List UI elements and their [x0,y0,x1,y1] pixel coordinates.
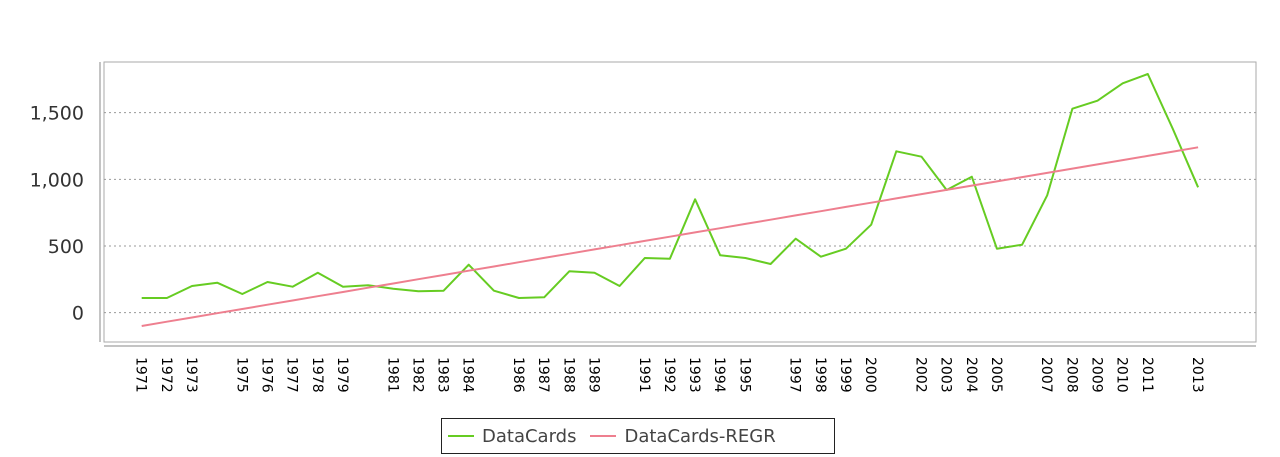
series-line-datacards [141,73,1200,299]
x-tick-label: 2002 [912,357,928,393]
chart-legend: DataCards DataCards-REGR [441,418,835,454]
x-tick-label: 1977 [284,357,300,393]
x-tick-label: 2005 [988,357,1004,393]
x-tick-label: 1994 [711,357,727,393]
series-line-datacards-regr [141,146,1199,327]
x-tick-label: 1999 [837,357,853,393]
x-tick-label: 1986 [510,357,526,393]
y-axis-ticks: 0 500 1,000 1,500 [30,103,84,325]
x-tick-label: 1988 [560,357,576,393]
legend-label-datacards: DataCards [482,425,577,447]
x-tick-label: 1997 [787,357,803,393]
y-tick-label: 1,500 [30,103,84,125]
x-tick-label: 2011 [1139,357,1155,393]
y-tick-label: 0 [72,303,84,325]
x-tick-label: 1978 [309,357,325,393]
x-tick-label: 1987 [535,357,551,393]
y-tick-label: 500 [48,236,84,258]
x-axis-ticks: 1971 1972 1973 1975 1976 1977 1978 1979 1981 1982… [133,357,1205,393]
x-tick-label: 2008 [1063,357,1079,393]
plot-area [103,61,1257,343]
x-tick-label: 1998 [812,357,828,393]
x-tick-label: 1981 [384,357,400,393]
x-tick-label: 2003 [938,357,954,393]
x-tick-label: 1973 [183,357,199,393]
y-tick-label: 1,000 [30,169,84,191]
x-tick-label: 2013 [1189,357,1205,393]
x-tick-label: 2007 [1038,357,1054,393]
legend-item-datacards: DataCards [448,426,576,447]
legend-swatch-datacards-regr [590,435,617,437]
x-tick-label: 1975 [233,357,249,393]
x-tick-label: 1971 [133,357,149,393]
x-tick-label: 2000 [862,357,878,393]
x-tick-label: 1992 [661,357,677,393]
x-tick-label: 1991 [636,357,652,393]
x-tick-label: 1979 [334,357,350,393]
x-tick-label: 1993 [686,357,702,393]
x-tick-label: 1976 [258,357,274,393]
x-tick-label: 1995 [736,357,752,393]
x-tick-label: 2009 [1089,357,1105,393]
x-tick-label: 2010 [1114,357,1130,393]
legend-label-datacards-regr: DataCards-REGR [624,425,776,447]
x-tick-label: 1982 [409,357,425,393]
x-tick-label: 1972 [158,357,174,393]
x-tick-label: 1984 [460,357,476,393]
legend-item-datacards-regr: DataCards-REGR [590,425,776,447]
x-tick-label: 1989 [585,357,601,393]
legend-swatch-datacards [448,435,474,437]
x-tick-label: 2004 [963,357,979,393]
series-lines [141,73,1200,327]
grid-lines [104,112,1256,314]
x-tick-label: 1983 [435,357,451,393]
